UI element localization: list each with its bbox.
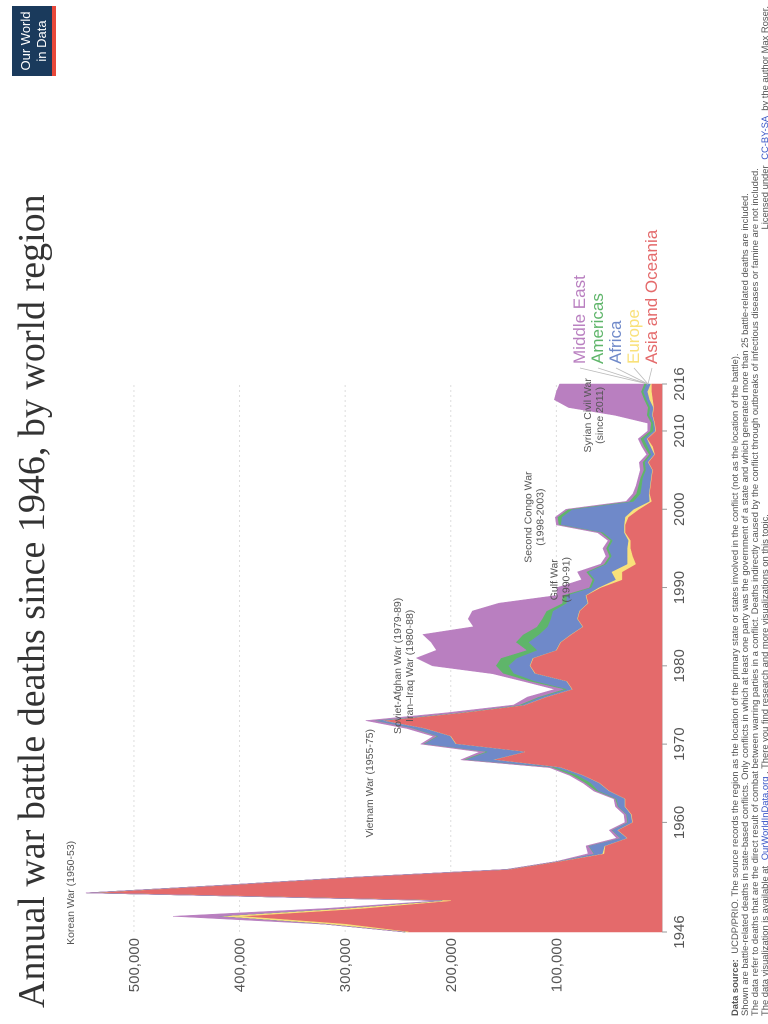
annotation-label: Second Congo War	[522, 471, 534, 563]
x-tick-label: 1960	[671, 806, 688, 839]
logo-line-1: Our World	[18, 12, 33, 71]
y-tick-label: 100,000	[548, 938, 565, 992]
x-tick-label: 1970	[671, 727, 688, 760]
logo-background	[12, 6, 56, 76]
license-post: by the author Max Roser.	[759, 6, 768, 111]
source-line-1: UCDP/PRIO. The source records the region…	[729, 353, 740, 953]
annotation-label: Gulf War	[549, 559, 561, 601]
legend-middle-east[interactable]: Middle East	[570, 275, 589, 364]
x-tick-label: 1980	[671, 649, 688, 682]
annotation-label: Iran–Iraq War (1980-88)	[404, 610, 416, 722]
annotation-label: (1990-91)	[561, 557, 573, 603]
annotation-label: Vietnam War (1955-75)	[364, 729, 376, 838]
legend-europe[interactable]: Europe	[624, 309, 643, 364]
area-middle-east	[85, 383, 652, 933]
legend-leader-line	[597, 367, 649, 385]
area-asia-and-oceania	[91, 383, 663, 933]
svg-text:The data visualization is avai: The data visualization is available at O…	[759, 514, 768, 1016]
x-tick-label: 2000	[671, 493, 688, 526]
license-link[interactable]: CC-BY-SA	[759, 115, 768, 160]
source-label: Data source:	[729, 959, 740, 1016]
legend-leader-line	[579, 367, 649, 385]
source-line-3: The data refer to deaths that are the di…	[749, 168, 760, 1016]
source-line-4-post: . There you find research and more visua…	[759, 514, 768, 774]
y-tick-label: 500,000	[126, 938, 143, 992]
license-pre: Licensed under	[759, 165, 768, 229]
chart-title: Annual war battle deaths since 1946, by …	[11, 194, 53, 1008]
svg-text:Licensed under CC-BY-S: Licensed under CC-BY-SA by the author Ma…	[759, 6, 768, 230]
source-line-2: Shown are battle-related deaths in state…	[739, 193, 750, 1016]
legend-americas[interactable]: Americas	[588, 293, 607, 364]
annotation-label: Syrian Civil War	[582, 378, 594, 453]
y-tick-label: 300,000	[337, 938, 354, 992]
legend-leader-line	[633, 367, 649, 385]
legend-leader-line	[615, 367, 649, 385]
source-note: Data source: UCDP/PRIO. The source recor…	[729, 6, 768, 1016]
y-tick-label: 200,000	[443, 938, 460, 992]
y-tick-label: 400,000	[232, 938, 249, 992]
source-line-4-pre: The data visualization is available at	[759, 866, 768, 1016]
svg-text:Data source: UCDP/PRIO: Data source: UCDP/PRIO. The source recor…	[729, 353, 740, 1016]
legend-leader-line	[647, 367, 653, 385]
annotation-label: (1998-2003)	[534, 488, 546, 545]
annotations: Korean War (1950-53) Vietnam War (1955-75…	[65, 378, 606, 945]
logo-line-2: in Data	[34, 20, 49, 62]
x-axis-ticks: 1946 1960 1970 1980 1990 2000 2010 2016	[662, 367, 688, 949]
y-axis-ticks: 100,000 200,000 300,000 400,000 500,000	[126, 938, 565, 992]
annotation-label: Soviet-Afghan War (1979-89)	[392, 598, 404, 734]
x-tick-label: 1990	[671, 571, 688, 604]
stacked-areas	[85, 383, 663, 933]
legend-asia-and-oceania[interactable]: Asia and Oceania	[642, 229, 661, 364]
owid-link[interactable]: OurWorldInData.org	[759, 777, 768, 861]
annotation-label: (since 2011)	[594, 387, 606, 444]
x-tick-label: 2010	[671, 414, 688, 447]
x-tick-label: 2016	[671, 367, 688, 400]
annotation-label: Korean War (1950-53)	[65, 841, 77, 945]
x-tick-label: 1946	[671, 915, 688, 948]
legend-africa[interactable]: Africa	[606, 320, 625, 364]
legend: Middle East Americas Africa Europe Asia and …	[570, 229, 661, 385]
owid-logo[interactable]: Our World in Data	[12, 6, 56, 76]
logo-accent-bar	[52, 6, 56, 76]
